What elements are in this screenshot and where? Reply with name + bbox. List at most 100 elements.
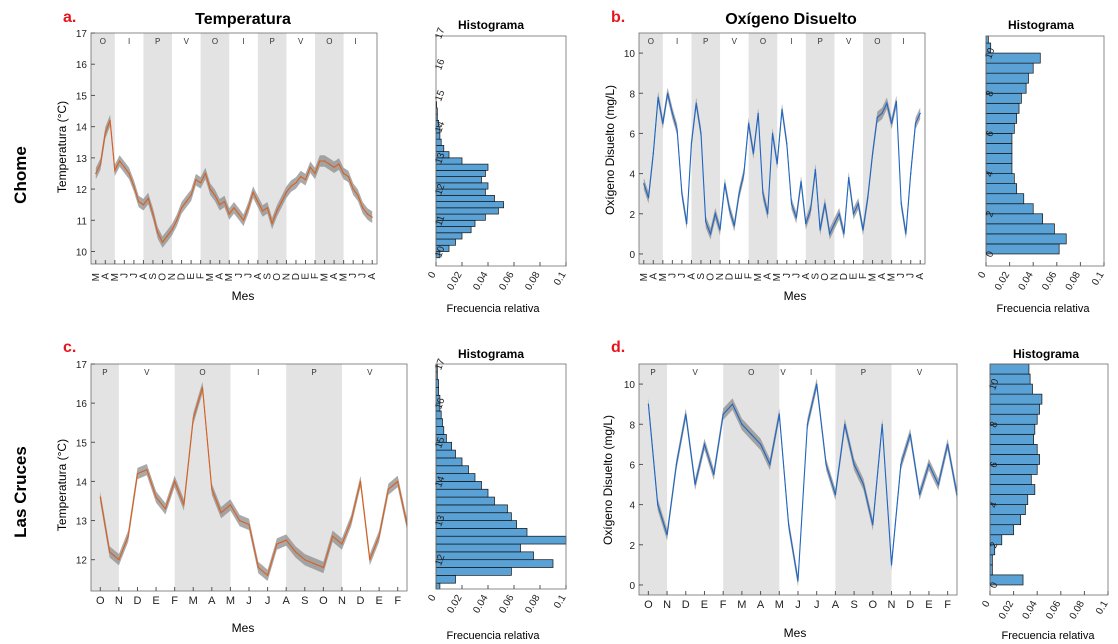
season-label: I xyxy=(257,368,259,377)
hist-y-tick-label: 16 xyxy=(433,396,447,411)
x-tick-label: M xyxy=(91,273,102,281)
panel-a-ylabel: Temperatura (°C) xyxy=(55,101,69,193)
data-point xyxy=(136,473,139,475)
x-tick-label: J xyxy=(358,273,369,278)
data-point xyxy=(166,235,168,237)
season-band xyxy=(315,33,344,264)
hist-y-tick-label: 0 xyxy=(984,250,996,259)
data-point xyxy=(937,483,939,486)
season-label: P xyxy=(703,37,708,46)
hist-x-tick-label: 0.02 xyxy=(997,599,1016,622)
hist-bar xyxy=(985,62,1034,74)
data-point xyxy=(171,229,173,231)
season-label: V xyxy=(917,368,923,377)
y-tick-label: 2 xyxy=(629,541,635,552)
data-point xyxy=(341,543,343,545)
hist-bar xyxy=(989,413,1038,425)
hist-x-tick-label: 0.1 xyxy=(1090,270,1107,288)
season-band xyxy=(723,364,780,595)
hist-x-tick-label: 0.1 xyxy=(1094,599,1111,617)
x-tick-label: O xyxy=(820,273,831,281)
y-tick-label: 8 xyxy=(629,420,635,431)
hist-bar xyxy=(985,223,1055,235)
hist-y-tick-label: 8 xyxy=(988,420,1000,429)
y-tick-label: 17 xyxy=(76,29,88,40)
hist-x-tick-label: 0.06 xyxy=(1044,599,1063,622)
y-tick-label: 6 xyxy=(629,129,635,140)
hist-bar xyxy=(435,582,441,590)
data-point xyxy=(281,201,283,203)
hist-x-tick-label: 0.06 xyxy=(1040,270,1059,293)
data-point xyxy=(133,185,135,187)
x-tick-label: M xyxy=(775,599,784,611)
data-point xyxy=(164,508,166,510)
hist-y-tick-label: 10 xyxy=(983,46,997,61)
panel-b-ylabel: Oxígeno Disuelto (mg/L) xyxy=(603,85,617,215)
x-tick-label: J xyxy=(677,273,688,278)
x-tick-label: A xyxy=(253,273,264,280)
x-tick-label: N xyxy=(715,273,726,280)
data-point xyxy=(695,102,697,104)
x-tick-label: J xyxy=(243,273,254,278)
panel-b-title: Oxígeno Disuelto xyxy=(725,11,857,28)
hist-y-tick-label: 11 xyxy=(433,214,447,228)
data-point xyxy=(767,213,769,215)
x-tick-label: E xyxy=(925,599,932,611)
x-tick-label: D xyxy=(357,595,365,607)
hist-bar xyxy=(435,145,445,152)
data-point xyxy=(788,524,790,526)
hist-bar xyxy=(435,238,456,246)
hist-bar xyxy=(989,454,1040,465)
x-tick-label: A xyxy=(832,599,840,611)
x-tick-label: S xyxy=(148,273,159,280)
data-point xyxy=(99,163,102,165)
season-label: I xyxy=(242,37,244,46)
hist-y-tick-label: 4 xyxy=(988,500,1000,509)
y-tick-label: 4 xyxy=(629,501,635,512)
data-point xyxy=(152,213,154,215)
hist-bar xyxy=(435,418,443,427)
hist-bar xyxy=(435,512,512,521)
season-label: P xyxy=(817,37,822,46)
x-tick-label: N xyxy=(281,273,292,280)
hist-y-tick-label: 13 xyxy=(433,151,447,166)
data-point xyxy=(127,535,129,537)
y-tick-label: 12 xyxy=(76,185,88,196)
panel-b: b. Oxígeno Disuelto Oxígeno Disuelto (mg… xyxy=(603,9,1107,315)
plot-frame xyxy=(90,32,378,265)
x-tick-label: N xyxy=(888,599,896,611)
season-band xyxy=(174,364,231,591)
season-label: O xyxy=(212,37,218,46)
data-point xyxy=(819,229,821,231)
x-tick-label: N xyxy=(829,273,840,280)
hist-x-tick-label: 0.04 xyxy=(1017,270,1036,293)
x-tick-label: M xyxy=(320,273,331,281)
x-tick-label: J xyxy=(667,273,678,278)
season-label: I xyxy=(354,37,356,46)
hist-x-tick-label: 0.08 xyxy=(1064,270,1083,293)
y-tick-label: 6 xyxy=(629,460,635,471)
season-label: O xyxy=(748,368,754,377)
panel-d-xlabel: Mes xyxy=(784,626,807,640)
y-tick-label: 4 xyxy=(629,170,635,181)
data-point xyxy=(686,223,688,225)
data-point xyxy=(919,112,921,114)
x-tick-label: M xyxy=(339,273,350,281)
season-band xyxy=(286,364,342,591)
hist-x-tick-label: 0.1 xyxy=(552,270,569,288)
data-point xyxy=(919,494,921,496)
x-tick-label: D xyxy=(839,273,850,280)
data-point xyxy=(285,191,287,193)
hist-x-tick-label: 0 xyxy=(976,270,989,281)
hist-x-tick-label: 0.04 xyxy=(471,270,490,293)
data-point xyxy=(201,386,204,389)
data-point xyxy=(886,102,888,104)
season-label: I xyxy=(810,368,812,377)
hist-y-tick-label: 10 xyxy=(987,377,1001,392)
hist-bar xyxy=(435,232,463,240)
data-point xyxy=(900,463,902,465)
data-point xyxy=(910,173,912,175)
season-label: V xyxy=(298,37,304,46)
hist-frame xyxy=(989,363,1109,596)
x-tick-label: E xyxy=(152,595,159,607)
